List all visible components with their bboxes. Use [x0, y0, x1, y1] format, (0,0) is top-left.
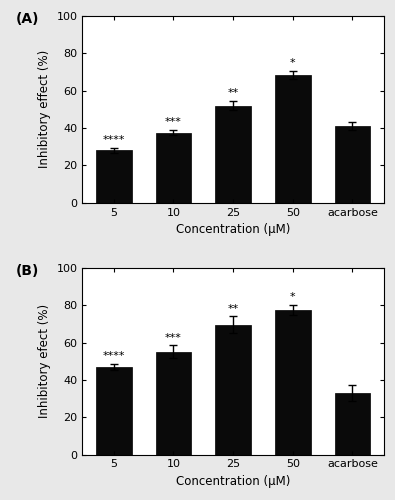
X-axis label: Concentration (μM): Concentration (μM)	[176, 475, 290, 488]
Text: (B): (B)	[16, 264, 39, 278]
Text: ***: ***	[165, 117, 182, 127]
Y-axis label: Inhibitory effect (%): Inhibitory effect (%)	[38, 50, 51, 168]
Bar	[335, 393, 371, 454]
Bar	[335, 126, 371, 202]
Text: **: **	[228, 304, 239, 314]
Bar	[275, 75, 311, 202]
Text: **: **	[228, 88, 239, 98]
Bar	[156, 352, 192, 454]
Text: *: *	[290, 292, 295, 302]
Text: *: *	[290, 58, 295, 68]
Bar	[215, 106, 251, 202]
Bar	[215, 325, 251, 454]
Text: (A): (A)	[16, 12, 39, 26]
Text: ****: ****	[103, 135, 125, 145]
Bar	[96, 150, 132, 203]
Bar	[96, 367, 132, 454]
X-axis label: Concentration (μM): Concentration (μM)	[176, 223, 290, 236]
Y-axis label: Inhibitory efect (%): Inhibitory efect (%)	[38, 304, 51, 418]
Text: ***: ***	[165, 332, 182, 342]
Bar	[156, 132, 192, 202]
Bar	[275, 310, 311, 454]
Text: ****: ****	[103, 352, 125, 362]
